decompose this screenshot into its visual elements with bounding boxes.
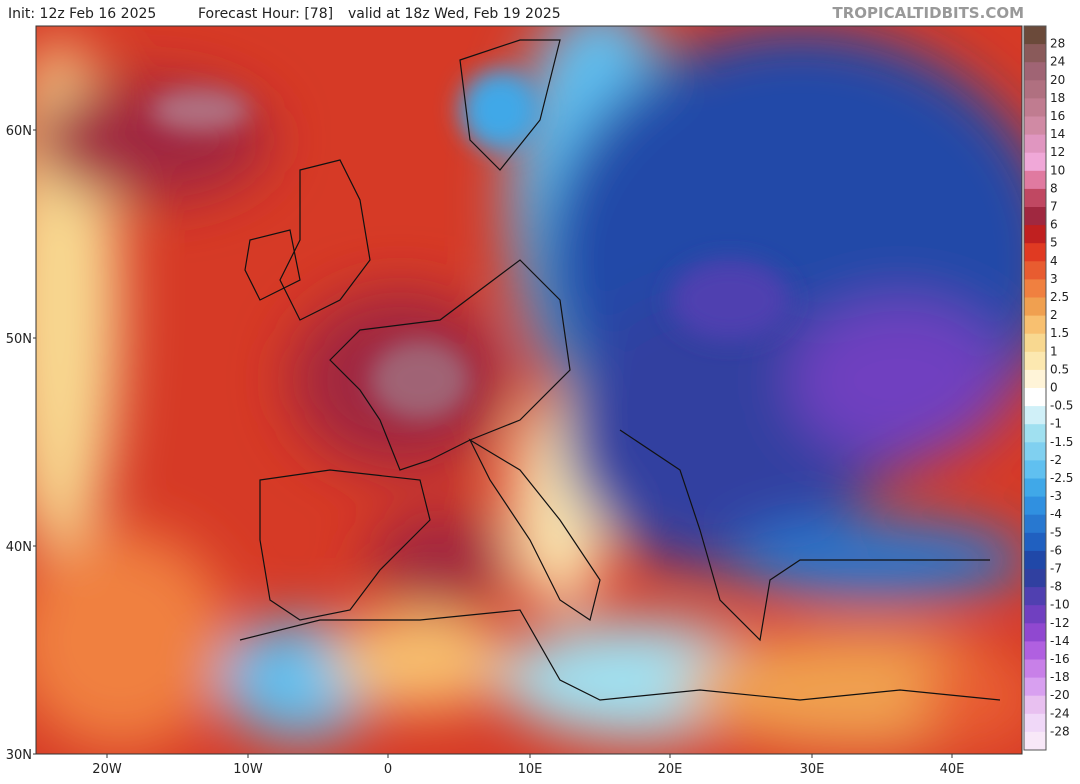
- colorbar-label: -24: [1050, 706, 1070, 720]
- colorbar-cell: [1024, 406, 1046, 425]
- site-name: TROPICALTIDBITS.COM: [833, 4, 1025, 22]
- colorbar-cell: [1024, 170, 1046, 190]
- lon-label: 0: [384, 762, 392, 777]
- colorbar-label: -3: [1050, 489, 1062, 503]
- colorbar-label: 6: [1050, 218, 1058, 232]
- forecast-hour: Forecast Hour: [78]: [198, 6, 333, 22]
- colorbar-label: 10: [1050, 163, 1065, 177]
- colorbar-cell: [1024, 442, 1046, 461]
- colorbar-label: 16: [1050, 109, 1065, 123]
- colorbar-cell: [1024, 677, 1046, 697]
- colorbar-cell: [1024, 279, 1046, 298]
- colorbar-cell: [1024, 424, 1046, 443]
- colorbar-frame: [1023, 25, 1047, 751]
- colorbar-cell: [1024, 62, 1046, 81]
- colorbar-cell: [1024, 207, 1046, 226]
- colorbar-cell: [1024, 152, 1046, 172]
- colorbar-label: -4: [1050, 507, 1062, 521]
- colorbar-label: -6: [1050, 543, 1062, 557]
- colorbar-label: -28: [1050, 724, 1070, 738]
- colorbar-cell: [1024, 388, 1046, 407]
- colorbar-label: -14: [1050, 634, 1070, 648]
- colorbar-label: -0.5: [1050, 399, 1073, 413]
- colorbar-label: 1: [1050, 344, 1058, 358]
- colorbar-cell: [1024, 297, 1046, 317]
- colorbar-label: 1.5: [1050, 326, 1069, 340]
- colorbar-cell: [1024, 243, 1046, 262]
- colorbar-label: -1.5: [1050, 435, 1073, 449]
- colorbar-label: 7: [1050, 200, 1058, 214]
- colorbar-label: 0: [1050, 381, 1058, 395]
- colorbar-label: -12: [1050, 616, 1070, 630]
- colorbar-cell: [1024, 261, 1046, 280]
- colorbar-label: -5: [1050, 525, 1062, 539]
- colorbar-label: -18: [1050, 670, 1070, 684]
- colorbar-cell: [1024, 713, 1046, 733]
- colorbar-cell: [1024, 333, 1046, 353]
- colorbar-label: 3: [1050, 272, 1058, 286]
- map: [36, 26, 1022, 754]
- colorbar-label: 18: [1050, 91, 1065, 105]
- colorbar-label: -1: [1050, 417, 1062, 431]
- colorbar-label: 12: [1050, 145, 1065, 159]
- colorbar-label: -2.5: [1050, 471, 1073, 485]
- coastlines: [239, 39, 1001, 701]
- colorbar-cell: [1024, 460, 1046, 479]
- colorbar-label: 2: [1050, 308, 1058, 322]
- colorbar-cell: [1024, 44, 1046, 63]
- colorbar-label: -7: [1050, 562, 1062, 576]
- colorbar-cell: [1024, 569, 1046, 588]
- lon-label: 30E: [800, 762, 825, 777]
- lon-label: 10W: [233, 762, 263, 777]
- colorbar-cell: [1024, 225, 1046, 244]
- colorbar-cell: [1024, 587, 1046, 606]
- colorbar-cell: [1024, 351, 1046, 371]
- colorbar-label: 2.5: [1050, 290, 1069, 304]
- colorbar-cell: [1024, 98, 1046, 117]
- colorbar-cell: [1024, 116, 1046, 136]
- colorbar-label: 28: [1050, 37, 1065, 51]
- colorbar-cell: [1024, 623, 1046, 642]
- colorbar-cell: [1024, 188, 1046, 208]
- lon-label: 20W: [92, 762, 122, 777]
- colorbar-label: 5: [1050, 236, 1058, 250]
- colorbar-cell: [1024, 532, 1046, 552]
- colorbar-label: -10: [1050, 598, 1070, 612]
- colorbar-cell: [1024, 369, 1046, 389]
- lat-label: 50N: [6, 332, 32, 347]
- colorbar-label: 0.5: [1050, 362, 1069, 376]
- colorbar-cell: [1024, 641, 1046, 660]
- lon-label: 20E: [658, 762, 683, 777]
- colorbar-cell: [1024, 659, 1046, 679]
- colorbar-cell: [1024, 478, 1046, 498]
- lat-label: 60N: [6, 124, 32, 139]
- colorbar-label: -20: [1050, 688, 1070, 702]
- colorbar-cell: [1024, 731, 1046, 751]
- lon-label: 40E: [940, 762, 965, 777]
- colorbar-cell: [1024, 134, 1046, 154]
- lat-label: 40N: [6, 540, 32, 555]
- colorbar-label: 24: [1050, 55, 1065, 69]
- lon-label: 10E: [518, 762, 543, 777]
- colorbar-label: 14: [1050, 127, 1065, 141]
- colorbar-cell: [1024, 550, 1046, 570]
- colorbar-cell: [1024, 80, 1046, 99]
- valid-time: valid at 18z Wed, Feb 19 2025: [348, 6, 561, 22]
- lat-label: 30N: [6, 748, 32, 763]
- colorbar-label: -16: [1050, 652, 1070, 666]
- colorbar-cell: [1024, 514, 1046, 534]
- colorbar-cell: [1024, 26, 1046, 45]
- map-frame: [35, 25, 1023, 755]
- colorbar-cell: [1024, 695, 1046, 715]
- colorbar-label: 8: [1050, 181, 1058, 195]
- init-text: Init: 12z Feb 16 2025: [8, 6, 156, 22]
- colorbar-label: 20: [1050, 73, 1065, 87]
- colorbar-label: -8: [1050, 580, 1062, 594]
- colorbar-cell: [1024, 496, 1046, 516]
- colorbar-label: 4: [1050, 254, 1058, 268]
- colorbar-cell: [1024, 605, 1046, 624]
- colorbar-label: -2: [1050, 453, 1062, 467]
- colorbar-cell: [1024, 315, 1046, 335]
